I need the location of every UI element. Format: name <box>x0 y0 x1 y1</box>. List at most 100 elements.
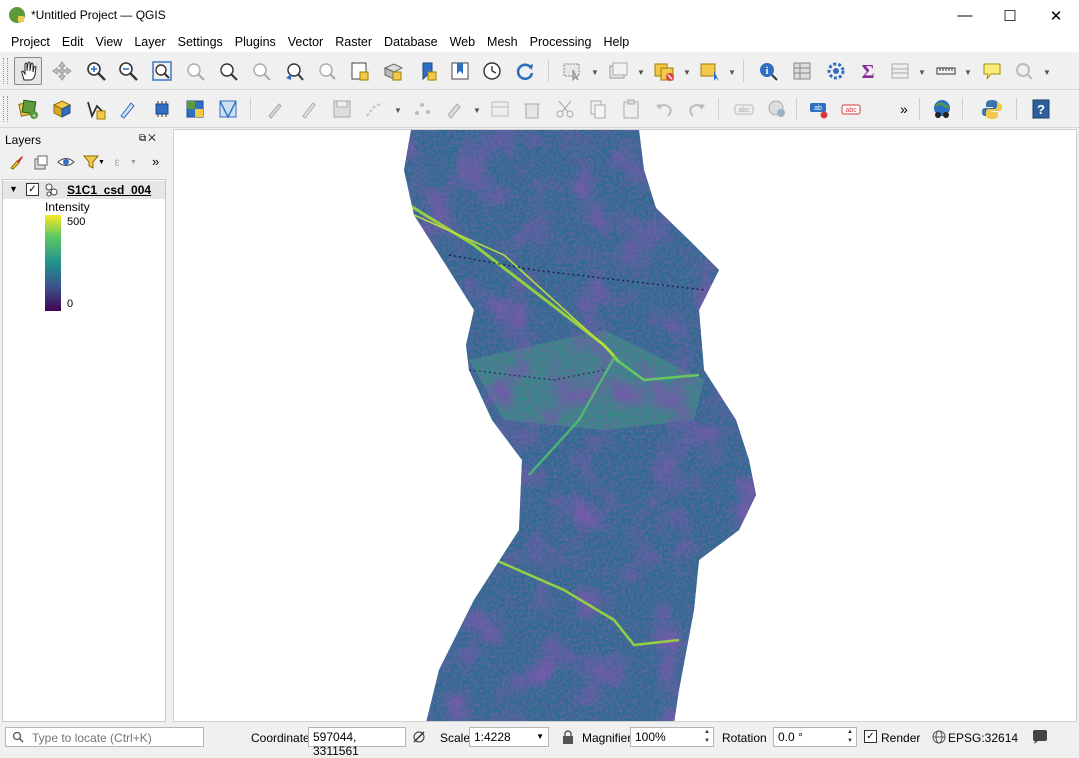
chevron-down-icon[interactable]: ▼ <box>918 68 926 77</box>
pan-to-selection-tool[interactable] <box>48 57 76 85</box>
metasearch-tool[interactable] <box>928 95 956 123</box>
locator-input[interactable] <box>30 730 204 746</box>
menu-item-edit[interactable]: Edit <box>61 34 84 49</box>
redo-tool[interactable] <box>683 95 711 123</box>
filter-icon[interactable] <box>82 153 100 171</box>
chevron-down-icon[interactable]: ▼ <box>536 732 544 741</box>
zoom-out-tool[interactable] <box>114 57 142 85</box>
chevron-down-icon[interactable]: ▼ <box>98 159 105 166</box>
chevron-down-icon[interactable]: ▼ <box>1043 68 1051 77</box>
help-tool[interactable]: ? <box>1027 95 1055 123</box>
show-bookmarks-tool[interactable] <box>446 57 474 85</box>
zoom-to-selection-tool[interactable] <box>181 57 209 85</box>
paste-features-tool[interactable] <box>617 95 645 123</box>
close-button[interactable]: ✕ <box>1049 7 1063 25</box>
lock-icon[interactable] <box>561 729 575 745</box>
pin-labels-tool[interactable] <box>763 95 791 123</box>
chevron-down-icon[interactable]: ▼ <box>637 68 645 77</box>
menu-item-settings[interactable]: Settings <box>177 34 223 49</box>
panel-splitter[interactable] <box>169 129 173 722</box>
chevron-down-icon[interactable]: ▼ <box>964 68 972 77</box>
new-geopackage-layer-tool[interactable] <box>48 95 76 123</box>
scale-combobox[interactable]: 1:4228 ▼ <box>469 727 549 747</box>
zoom-native-resolution-tool[interactable] <box>247 57 275 85</box>
expander-icon[interactable]: ▼ <box>9 184 18 194</box>
panel-float-close-buttons[interactable]: ⧉✕ <box>139 133 158 144</box>
python-console-tool[interactable] <box>978 95 1006 123</box>
menu-item-processing[interactable]: Processing <box>529 34 592 49</box>
menu-item-layer[interactable]: Layer <box>134 34 166 49</box>
new-3d-map-view-tool[interactable] <box>379 57 407 85</box>
new-spatial-bookmark-tool[interactable] <box>414 57 442 85</box>
toolbox-tool[interactable] <box>822 57 850 85</box>
filter-expression-icon[interactable]: ε <box>108 153 126 171</box>
undo-tool[interactable] <box>650 95 678 123</box>
vertex-tool[interactable] <box>408 95 436 123</box>
modify-attributes-tool[interactable] <box>441 95 469 123</box>
chevron-down-icon[interactable]: ▼ <box>394 106 402 115</box>
temporal-controller-tool[interactable] <box>478 57 506 85</box>
toolbar-overflow-button[interactable]: » <box>900 101 908 117</box>
extents-toggle-icon[interactable] <box>411 729 427 745</box>
map-canvas[interactable] <box>173 129 1077 722</box>
current-edits-tool[interactable] <box>262 95 290 123</box>
select-by-value-tool[interactable] <box>604 57 632 85</box>
label-tool[interactable]: abc <box>730 95 758 123</box>
rotation-spinbox[interactable]: 0.0 ° ▲ ▼ <box>773 727 857 747</box>
toolbar-grip[interactable] <box>3 96 8 122</box>
layer-visibility-checkbox[interactable]: ✓ <box>26 183 39 196</box>
menu-item-database[interactable]: Database <box>384 34 438 49</box>
menu-item-web[interactable]: Web <box>449 34 476 49</box>
digitize-tool[interactable] <box>114 95 142 123</box>
delete-selected-tool[interactable] <box>518 95 546 123</box>
maximize-button[interactable]: ☐ <box>1003 7 1017 25</box>
coordinate-field[interactable]: 597044, 3311561 <box>308 727 406 758</box>
toolbar-grip[interactable] <box>3 58 8 84</box>
menu-item-help[interactable]: Help <box>603 34 630 49</box>
layer-labeling-options-tool[interactable]: ab <box>805 95 833 123</box>
toggle-editing-tool[interactable] <box>295 95 323 123</box>
open-attribute-table-tool[interactable] <box>788 57 816 85</box>
locator-search[interactable] <box>5 727 204 747</box>
identify-features-tool[interactable]: i <box>754 57 782 85</box>
save-edits-tool[interactable] <box>328 95 356 123</box>
menu-item-project[interactable]: Project <box>11 34 50 49</box>
zoom-last-tool[interactable] <box>280 57 308 85</box>
menu-item-mesh[interactable]: Mesh <box>487 34 518 49</box>
search-tool[interactable] <box>1010 57 1038 85</box>
data-source-manager-tool[interactable]: + <box>14 95 42 123</box>
new-mesh-layer-tool[interactable] <box>214 95 242 123</box>
chevron-down-icon[interactable]: ▼ <box>473 106 481 115</box>
layer-diagram-options-tool[interactable]: abc <box>837 95 865 123</box>
magnifier-spinbox[interactable]: 100% ▲ ▼ <box>630 727 714 747</box>
minimize-button[interactable]: — <box>957 7 973 24</box>
virtual-layer-tool[interactable] <box>148 95 176 123</box>
new-shapefile-layer-tool[interactable] <box>82 95 110 123</box>
pan-map-tool[interactable] <box>14 57 42 85</box>
globe-icon[interactable] <box>932 730 946 744</box>
crs-button[interactable]: EPSG:32614 <box>948 731 1019 745</box>
measure-line-tool[interactable] <box>932 57 960 85</box>
layer-name[interactable]: S1C1_csd_004 <box>67 183 152 197</box>
modify-attributes-table-tool[interactable] <box>486 95 514 123</box>
zoom-in-tool[interactable] <box>82 57 110 85</box>
map-tips-tool[interactable] <box>978 57 1006 85</box>
chevron-down-icon[interactable]: ▼ <box>728 68 736 77</box>
attribute-table-tool[interactable] <box>886 57 914 85</box>
statistical-summary-tool[interactable]: Σ <box>854 57 882 85</box>
zoom-next-tool[interactable] <box>313 57 341 85</box>
eye-icon[interactable] <box>57 153 75 171</box>
chevron-down-icon[interactable]: ▼ <box>683 68 691 77</box>
panel-toolbar-overflow-button[interactable]: » <box>152 154 160 169</box>
select-features-tool[interactable] <box>558 57 586 85</box>
menu-item-view[interactable]: View <box>95 34 123 49</box>
menu-item-vector[interactable]: Vector <box>287 34 324 49</box>
cut-features-tool[interactable] <box>551 95 579 123</box>
chevron-down-icon[interactable]: ▼ <box>130 159 137 166</box>
copy-features-tool[interactable] <box>584 95 612 123</box>
menu-item-plugins[interactable]: Plugins <box>234 34 276 49</box>
add-line-feature-tool[interactable] <box>361 95 389 123</box>
spin-arrows-icon[interactable]: ▲ ▼ <box>847 729 853 744</box>
deselect-features-tool[interactable] <box>650 57 678 85</box>
zoom-full-tool[interactable] <box>148 57 176 85</box>
